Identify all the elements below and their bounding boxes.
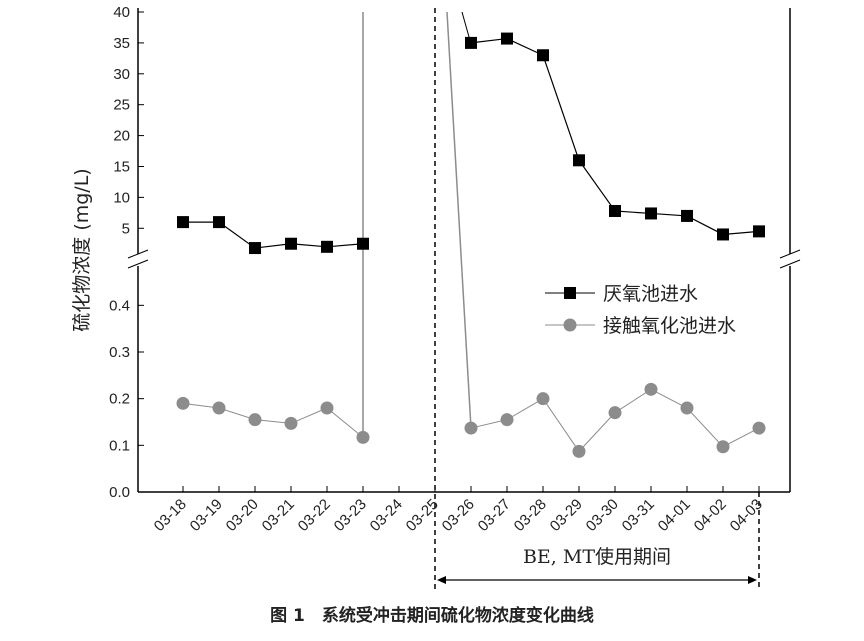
point bbox=[752, 421, 766, 435]
point bbox=[537, 49, 549, 62]
y2-tick-label: 10 bbox=[113, 189, 130, 206]
point bbox=[609, 204, 621, 217]
x-tick-label: 03-25 bbox=[403, 496, 442, 535]
x-tick-label: 03-21 bbox=[259, 496, 298, 535]
y-tick-label: 0.1 bbox=[109, 437, 130, 454]
y2-tick-label: 25 bbox=[113, 97, 130, 114]
y2-tick-label: 35 bbox=[113, 35, 130, 52]
x-tick-label: 03-24 bbox=[367, 496, 406, 535]
point bbox=[608, 406, 622, 420]
legend-label: 厌氧池进水 bbox=[603, 283, 698, 305]
series-line bbox=[182, 402, 364, 438]
y2-tick-label: 15 bbox=[113, 158, 130, 175]
x-tick-label: 03-30 bbox=[583, 496, 622, 535]
x-tick-label: 04-01 bbox=[655, 496, 694, 535]
x-tick-label: 04-02 bbox=[691, 496, 730, 535]
axis-break bbox=[128, 254, 148, 266]
point bbox=[249, 242, 261, 255]
x-tick-label: 03-26 bbox=[439, 496, 478, 535]
point bbox=[321, 240, 333, 253]
legend-label: 接触氧化池进水 bbox=[603, 315, 736, 337]
y2-tick-label: 40 bbox=[113, 4, 130, 21]
legend-marker bbox=[564, 287, 576, 299]
legend-marker bbox=[563, 318, 577, 332]
axis-break bbox=[780, 254, 800, 266]
y-tick-label: 0.4 bbox=[109, 297, 130, 314]
x-tick-label: 03-27 bbox=[475, 496, 514, 535]
axis-break bbox=[779, 249, 801, 259]
point bbox=[284, 416, 298, 430]
point bbox=[465, 36, 477, 49]
x-tick-label: 03-28 bbox=[511, 496, 550, 535]
point bbox=[717, 228, 729, 241]
point bbox=[645, 207, 657, 220]
y2-tick-label: 20 bbox=[113, 128, 130, 145]
y2-tick-label: 5 bbox=[122, 220, 130, 237]
point bbox=[212, 401, 226, 415]
x-tick-label: 04-03 bbox=[727, 496, 766, 535]
point bbox=[177, 216, 189, 229]
off-scale-line bbox=[446, 11, 472, 429]
y-tick-label: 0.2 bbox=[109, 391, 130, 408]
y-tick-label: 0.3 bbox=[109, 344, 130, 361]
x-tick-label: 03-19 bbox=[187, 496, 226, 535]
point bbox=[572, 444, 586, 458]
point bbox=[680, 401, 694, 415]
point bbox=[500, 413, 514, 427]
point bbox=[213, 216, 225, 229]
point bbox=[681, 209, 693, 222]
y-axis-label: 硫化物浓度 (mg/L) bbox=[71, 168, 93, 331]
point bbox=[464, 421, 478, 435]
x-tick-label: 03-20 bbox=[223, 496, 262, 535]
x-tick-label: 03-23 bbox=[331, 496, 370, 535]
point bbox=[716, 440, 730, 454]
point bbox=[285, 237, 297, 250]
point bbox=[536, 392, 550, 406]
point bbox=[320, 401, 334, 415]
point bbox=[356, 430, 370, 444]
y-tick-label: 0.0 bbox=[109, 484, 130, 501]
point bbox=[357, 237, 369, 250]
annotation: BE, MT使用期间 bbox=[523, 546, 671, 568]
axis-break bbox=[127, 249, 149, 259]
y2-tick-label: 30 bbox=[113, 66, 130, 83]
point bbox=[573, 154, 585, 167]
x-tick-label: 03-29 bbox=[547, 496, 586, 535]
point bbox=[176, 396, 190, 410]
axis-break bbox=[779, 259, 801, 269]
point bbox=[753, 225, 765, 238]
point bbox=[248, 413, 262, 427]
x-tick-label: 03-22 bbox=[295, 496, 334, 535]
caption: 图 1 系统受冲击期间硫化物浓度变化曲线 bbox=[270, 605, 594, 626]
axis-break bbox=[127, 259, 149, 269]
x-tick-label: 03-31 bbox=[619, 496, 658, 535]
point bbox=[501, 32, 513, 45]
series-line bbox=[183, 221, 364, 249]
x-tick-label: 03-18 bbox=[151, 496, 190, 535]
series-line bbox=[470, 388, 760, 453]
point bbox=[644, 382, 658, 396]
